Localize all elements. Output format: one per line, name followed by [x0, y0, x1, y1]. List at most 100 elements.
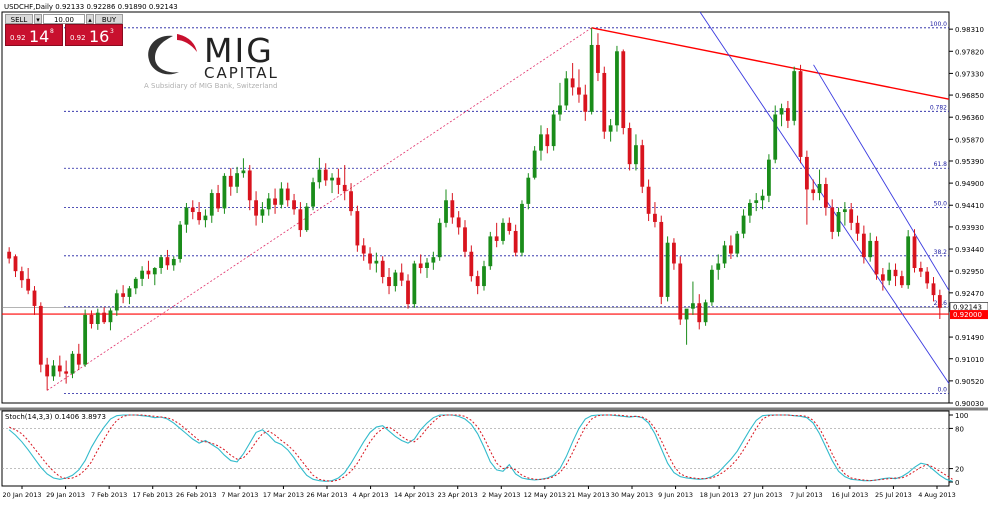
candle-body [912, 236, 917, 269]
y-tick-label: 0.92470 [955, 290, 984, 298]
candle-body [374, 260, 379, 264]
candle-body [406, 280, 410, 305]
candle-body [32, 290, 37, 306]
candle-body [804, 156, 809, 190]
sell-price-button[interactable]: 0.92 14 8 [5, 24, 63, 46]
stoch-y-tick-label: 80 [955, 425, 964, 433]
candle-body [146, 270, 151, 275]
candle-body [228, 175, 233, 187]
candle-body [285, 188, 290, 201]
candle-body [418, 263, 423, 269]
candle-body [7, 251, 12, 259]
candle-body [748, 202, 752, 216]
candle-body [152, 268, 157, 275]
fib-level-label: 100.0 [930, 21, 947, 28]
candle-body [640, 145, 645, 187]
candle-body [836, 212, 841, 232]
candle-body [95, 312, 100, 324]
candle-body [754, 200, 759, 203]
candle-body [577, 87, 581, 95]
candle-body [76, 353, 81, 365]
fib-diagonal-line [46, 27, 592, 391]
candle-body [209, 193, 214, 216]
candle-body [830, 207, 835, 232]
candle-body [304, 206, 309, 231]
candle-body [260, 209, 265, 216]
x-tick-label: 7 Jul 2013 [790, 491, 823, 499]
candle-body [735, 233, 740, 254]
candle-body [437, 222, 442, 258]
candle-body [412, 263, 417, 305]
candle-body [849, 209, 854, 223]
candle-body [906, 236, 911, 286]
y-tick-label: 0.91010 [955, 356, 984, 364]
candle-body [488, 236, 493, 267]
support-price-tag [950, 310, 988, 320]
buy-button[interactable]: BUY [95, 14, 123, 24]
candle-body [494, 236, 499, 241]
candle-body [165, 257, 170, 266]
candle-body [114, 293, 119, 311]
stoch-main-line [8, 414, 953, 482]
candle-body [45, 364, 50, 377]
x-tick-label: 30 May 2013 [611, 491, 653, 499]
candle-body [361, 245, 366, 254]
sell-button[interactable]: SELL [5, 14, 33, 24]
candle-body [121, 293, 126, 297]
lot-stepper-icon[interactable]: ▴ [86, 14, 94, 24]
candle-body [710, 269, 714, 303]
candle-body [89, 314, 94, 324]
candle-body [551, 114, 556, 147]
candle-body [159, 257, 164, 269]
buy-price-pip: 3 [110, 28, 114, 35]
candle-body [589, 44, 594, 112]
candle-body [621, 51, 626, 129]
current-price-tag-label: 0.92143 [953, 304, 982, 312]
candle-body [64, 371, 69, 374]
candle-body [13, 256, 18, 272]
candle-body [925, 271, 930, 284]
candle-body [564, 78, 569, 106]
candle-body [380, 260, 385, 278]
y-tick-label: 0.94900 [955, 180, 984, 188]
lot-dropdown-icon[interactable]: ▾ [34, 14, 42, 24]
lot-size-input[interactable]: 10.00 [43, 14, 85, 24]
x-tick-label: 27 Jun 2013 [743, 491, 782, 499]
x-tick-label: 21 May 2013 [567, 491, 609, 499]
fib-level-label: 61.8 [934, 161, 948, 168]
x-tick-label: 4 Apr 2013 [353, 491, 389, 499]
candle-body [539, 134, 543, 151]
mig-logo-icon [148, 34, 197, 75]
candle-body [716, 263, 721, 270]
candle-body [520, 203, 524, 253]
one-click-trading-panel: SELL ▾ 10.00 ▴ BUY 0.92 14 8 0.92 16 3 [5, 14, 123, 48]
candle-body [83, 314, 88, 365]
candle-body [893, 269, 898, 277]
support-price-tag-label: 0.92000 [953, 311, 982, 319]
candle-body [190, 207, 195, 213]
candle-body [387, 277, 391, 287]
x-tick-label: 20 Jan 2013 [3, 491, 42, 499]
candle-body [659, 221, 664, 297]
candle-body [501, 222, 505, 241]
candle-body [741, 215, 746, 234]
fib-level-label: 50.0 [934, 201, 948, 208]
candle-body [19, 271, 24, 281]
candle-body [691, 303, 695, 309]
candle-body [197, 212, 201, 221]
candle-body [184, 207, 189, 225]
candle-body [463, 227, 467, 252]
resistance-trendline [591, 27, 950, 100]
candle-body [399, 272, 404, 281]
y-tick-label: 0.91490 [955, 334, 984, 342]
candle-body [899, 276, 904, 286]
buy-price-button[interactable]: 0.92 16 3 [65, 24, 123, 46]
y-tick-label: 0.90030 [955, 400, 984, 408]
candle-body [475, 276, 480, 287]
buy-price-prefix: 0.92 [70, 34, 86, 42]
stoch-panel-frame [1, 410, 950, 487]
candle-body [627, 128, 632, 165]
candle-body [133, 278, 138, 289]
fib-level-label: 0.0 [937, 387, 947, 394]
